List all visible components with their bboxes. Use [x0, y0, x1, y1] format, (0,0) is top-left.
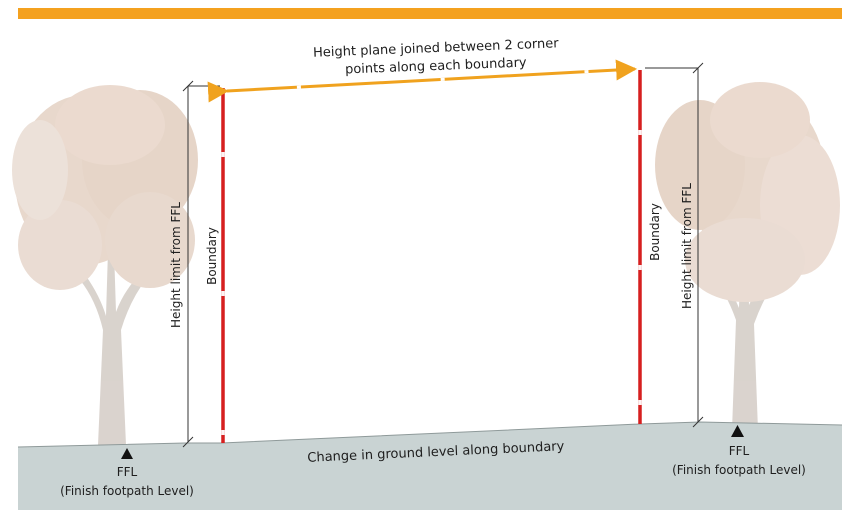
top-label-line2: points along each boundary	[345, 56, 527, 78]
right-ffl-desc: (Finish footpath Level)	[672, 463, 806, 477]
ground-line	[17, 421, 842, 448]
left-ffl-label: FFL	[117, 465, 138, 479]
left-height-label: Height limit from FFL	[169, 202, 183, 328]
top-band	[18, 8, 842, 19]
right-tree-icon	[655, 82, 840, 430]
left-ffl-triangle-icon	[121, 448, 133, 459]
left-ffl-desc: (Finish footpath Level)	[60, 484, 194, 498]
right-ffl-label: FFL	[729, 444, 750, 458]
right-height-label: Height limit from FFL	[680, 183, 694, 309]
right-ffl-triangle-icon	[731, 425, 744, 437]
left-boundary-label: Boundary	[205, 227, 219, 285]
right-boundary-label: Boundary	[648, 203, 662, 261]
right-height-dimension	[645, 62, 704, 428]
ground	[18, 422, 842, 510]
height-plane-arrow	[207, 59, 638, 103]
left-tree-icon	[12, 85, 198, 445]
